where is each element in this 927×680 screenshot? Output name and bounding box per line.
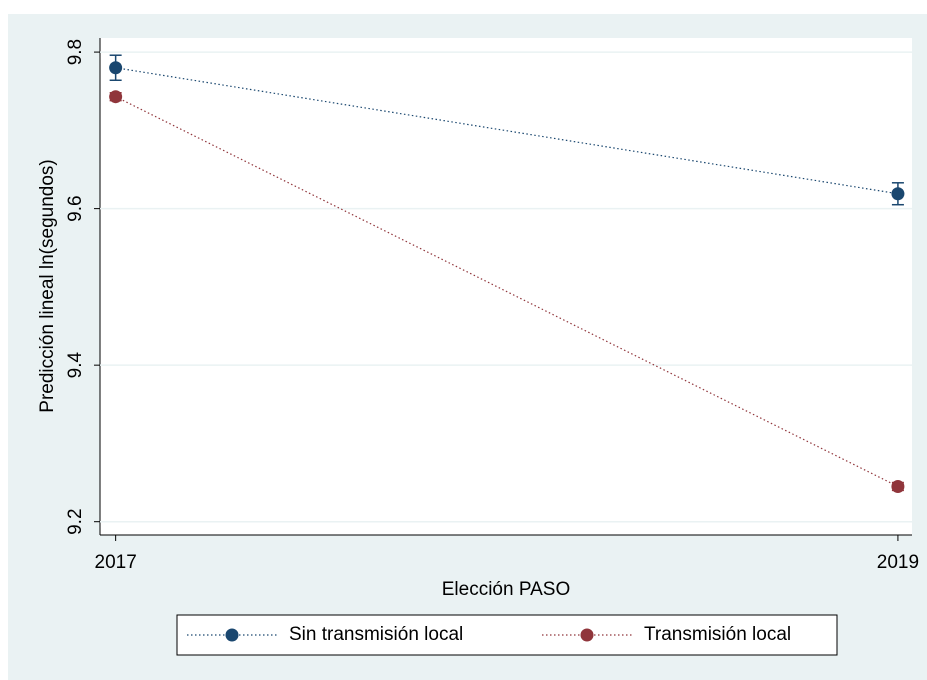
point xyxy=(891,187,905,201)
x-tick-label: 2019 xyxy=(877,552,919,573)
legend xyxy=(176,614,838,656)
x-axis-label: Elección PASO xyxy=(442,579,570,600)
y-tick-label: 9.4 xyxy=(65,352,86,379)
plot-area xyxy=(100,38,912,535)
x-tick-label: 2017 xyxy=(95,552,137,573)
y-tick-label: 9.2 xyxy=(65,508,86,534)
y-tick-label: 9.8 xyxy=(65,39,86,65)
y-axis-label: Predicción lineal ln(segundos) xyxy=(37,159,58,412)
legend-swatch-marker xyxy=(225,628,239,642)
legend-swatch-marker xyxy=(580,628,594,642)
point xyxy=(109,61,123,75)
legend-label: Sin transmisión local xyxy=(289,624,463,645)
series-line xyxy=(115,96,899,488)
series-line xyxy=(115,67,899,195)
point xyxy=(109,90,123,104)
legend-label: Transmisión local xyxy=(644,624,791,645)
y-tick-label: 9.6 xyxy=(65,195,86,221)
point xyxy=(891,479,905,493)
